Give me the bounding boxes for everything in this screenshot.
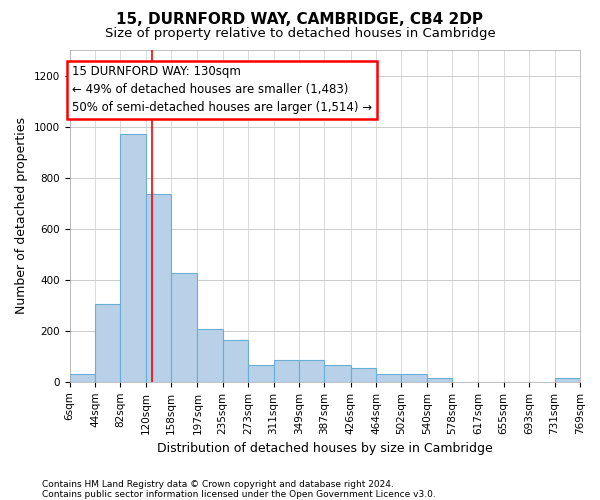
Bar: [121, 134, 146, 382]
Bar: [146, 194, 171, 382]
Bar: [325, 365, 350, 382]
Text: Contains HM Land Registry data © Crown copyright and database right 2024.: Contains HM Land Registry data © Crown c…: [42, 480, 394, 489]
Bar: [427, 378, 452, 382]
Bar: [95, 304, 121, 382]
Bar: [171, 274, 197, 382]
Bar: [299, 360, 325, 382]
Text: Size of property relative to detached houses in Cambridge: Size of property relative to detached ho…: [104, 28, 496, 40]
Bar: [401, 374, 427, 382]
X-axis label: Distribution of detached houses by size in Cambridge: Distribution of detached houses by size …: [157, 442, 493, 455]
Y-axis label: Number of detached properties: Number of detached properties: [15, 118, 28, 314]
Bar: [248, 365, 274, 382]
Bar: [274, 360, 299, 382]
Text: 15 DURNFORD WAY: 130sqm
← 49% of detached houses are smaller (1,483)
50% of semi: 15 DURNFORD WAY: 130sqm ← 49% of detache…: [72, 66, 373, 114]
Text: Contains public sector information licensed under the Open Government Licence v3: Contains public sector information licen…: [42, 490, 436, 499]
Bar: [554, 378, 580, 382]
Bar: [197, 330, 223, 382]
Text: 15, DURNFORD WAY, CAMBRIDGE, CB4 2DP: 15, DURNFORD WAY, CAMBRIDGE, CB4 2DP: [116, 12, 484, 28]
Bar: [70, 374, 95, 382]
Bar: [223, 340, 248, 382]
Bar: [376, 374, 401, 382]
Bar: [350, 368, 376, 382]
